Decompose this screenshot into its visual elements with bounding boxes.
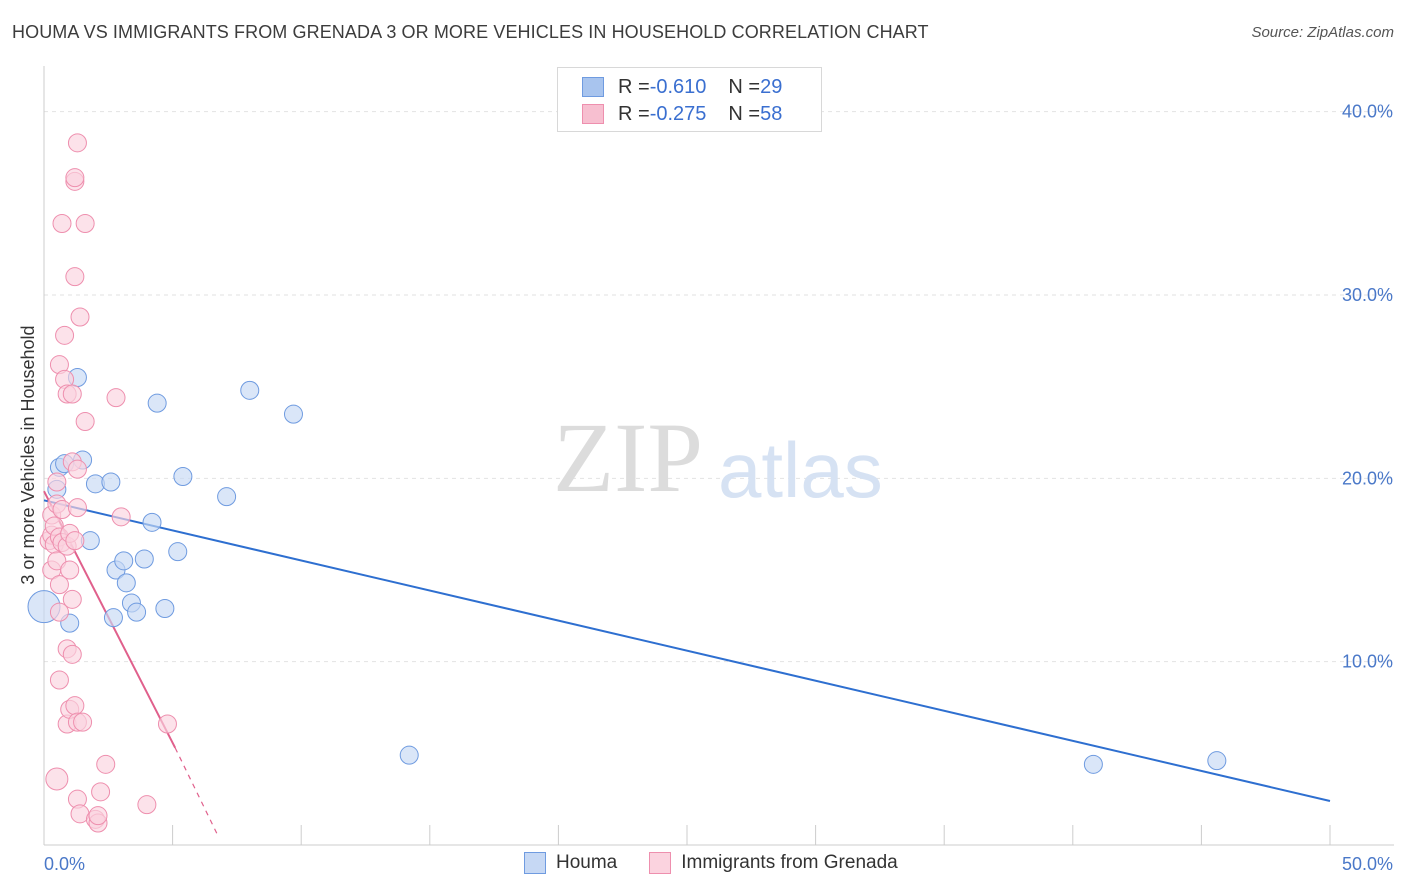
series-swatch-houma bbox=[524, 852, 546, 874]
legend-swatch-houma bbox=[582, 77, 604, 97]
legend-r-label: R = bbox=[618, 102, 650, 125]
y-tick-label: 20.0% bbox=[1342, 468, 1393, 488]
point-houma bbox=[127, 602, 147, 622]
point-grenada bbox=[88, 806, 108, 826]
point-grenada bbox=[91, 782, 111, 802]
legend-swatch-grenada bbox=[582, 104, 604, 124]
point-houma bbox=[116, 573, 136, 593]
point-houma bbox=[283, 404, 303, 424]
point-grenada bbox=[75, 214, 95, 233]
point-grenada bbox=[62, 384, 82, 404]
point-houma bbox=[155, 599, 175, 618]
point-houma bbox=[134, 549, 154, 569]
point-grenada bbox=[45, 767, 69, 791]
y-tick-label: 10.0% bbox=[1342, 652, 1393, 672]
point-grenada bbox=[60, 560, 80, 580]
point-grenada bbox=[73, 712, 93, 732]
x-tick-labels: 0.0% 50.0% bbox=[44, 854, 1393, 874]
trend-line-grenada-extension bbox=[174, 747, 220, 838]
point-houma bbox=[1207, 751, 1227, 771]
point-grenada bbox=[67, 498, 87, 518]
point-grenada bbox=[65, 267, 85, 287]
point-houma bbox=[101, 472, 121, 492]
y-axis-title: 3 or more Vehicles in Household bbox=[18, 325, 38, 584]
y-tick-labels: 10.0% 20.0% 30.0% 40.0% bbox=[1342, 102, 1393, 672]
series-label-grenada: Immigrants from Grenada bbox=[681, 852, 898, 873]
point-grenada bbox=[65, 696, 85, 716]
legend-r-value: -0.610 bbox=[649, 75, 707, 98]
data-points bbox=[27, 133, 1227, 833]
axes bbox=[43, 66, 1394, 846]
series-legend-houma: Houma bbox=[524, 852, 617, 874]
point-grenada bbox=[47, 551, 67, 571]
point-grenada bbox=[70, 307, 90, 327]
point-grenada bbox=[137, 795, 157, 815]
point-grenada bbox=[106, 388, 126, 408]
point-grenada bbox=[49, 670, 69, 690]
point-houma bbox=[240, 380, 260, 400]
x-tick-label: 0.0% bbox=[44, 854, 85, 874]
point-grenada bbox=[111, 507, 131, 527]
point-houma bbox=[142, 512, 162, 532]
legend-n-label: N = bbox=[728, 102, 761, 125]
correlation-legend: R = -0.610 N = 29 R = -0.275 N = 58 bbox=[557, 67, 822, 132]
legend-row-grenada: R = -0.275 N = 58 bbox=[582, 101, 782, 127]
point-grenada bbox=[49, 602, 69, 622]
point-grenada bbox=[55, 325, 75, 345]
point-grenada bbox=[75, 412, 95, 431]
series-legend-grenada: Immigrants from Grenada bbox=[649, 852, 898, 874]
point-houma bbox=[217, 487, 237, 507]
trend-lines bbox=[43, 490, 1331, 838]
legend-n-label: N = bbox=[728, 75, 761, 98]
point-grenada bbox=[67, 133, 87, 153]
series-legend: Houma Immigrants from Grenada bbox=[524, 852, 930, 874]
legend-r-value: -0.275 bbox=[649, 102, 707, 125]
point-grenada bbox=[49, 575, 69, 595]
legend-row-houma: R = -0.610 N = 29 bbox=[582, 74, 782, 100]
y-tick-label: 40.0% bbox=[1342, 102, 1393, 122]
trend-line-houma bbox=[43, 499, 1331, 802]
legend-n-value: 29 bbox=[760, 75, 783, 98]
point-houma bbox=[1083, 754, 1103, 774]
point-houma bbox=[147, 393, 167, 413]
point-grenada bbox=[62, 644, 82, 664]
point-grenada bbox=[96, 754, 116, 774]
point-grenada bbox=[65, 168, 85, 188]
point-grenada bbox=[65, 531, 85, 551]
point-grenada bbox=[52, 214, 72, 233]
point-grenada bbox=[62, 589, 82, 609]
point-grenada bbox=[47, 472, 67, 492]
source-label: Source: ZipAtlas.com bbox=[1251, 24, 1394, 41]
legend-r-label: R = bbox=[618, 75, 650, 98]
point-houma bbox=[168, 542, 188, 562]
chart-title: HOUMA VS IMMIGRANTS FROM GRENADA 3 OR MO… bbox=[12, 22, 929, 42]
point-houma bbox=[114, 551, 134, 571]
watermark-zip: ZIP bbox=[553, 402, 703, 513]
series-label-houma: Houma bbox=[556, 852, 618, 873]
point-grenada bbox=[157, 714, 177, 734]
y-tick-label: 30.0% bbox=[1342, 285, 1393, 305]
watermark-atlas: atlas bbox=[718, 426, 883, 514]
legend-n-value: 58 bbox=[760, 102, 783, 125]
point-houma bbox=[399, 745, 419, 765]
point-grenada bbox=[67, 459, 87, 479]
point-houma bbox=[173, 467, 193, 486]
point-houma bbox=[103, 608, 123, 628]
x-tick-label: 50.0% bbox=[1342, 854, 1393, 874]
series-swatch-grenada bbox=[649, 852, 672, 874]
